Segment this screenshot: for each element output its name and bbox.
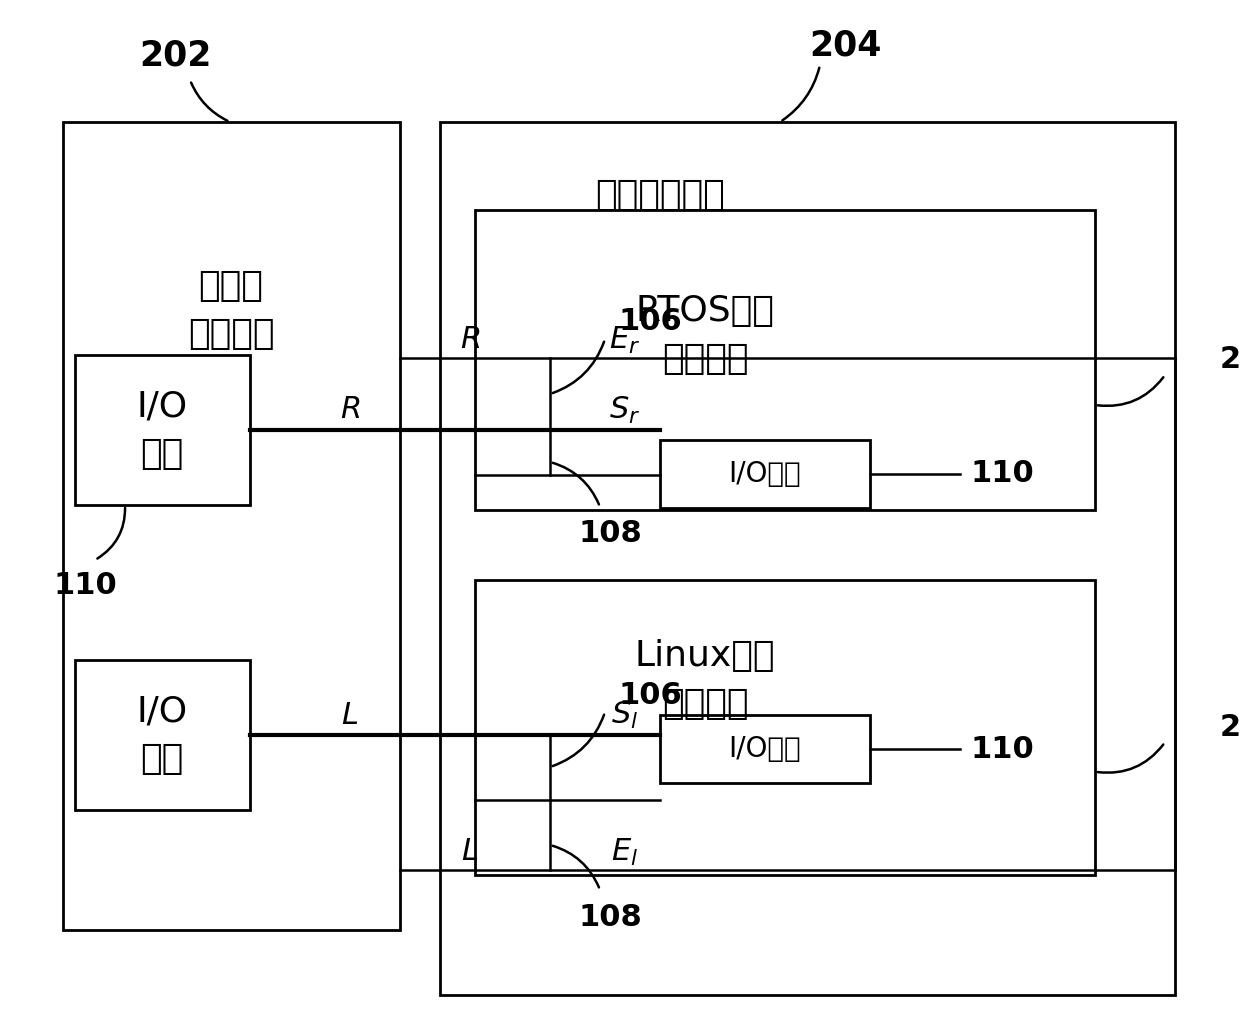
Text: $E_l$: $E_l$ <box>611 836 639 868</box>
Bar <box>475 210 1095 510</box>
Text: I/O接口: I/O接口 <box>729 460 801 488</box>
Text: 2042: 2042 <box>1220 346 1240 374</box>
Text: 110: 110 <box>53 570 117 599</box>
Text: 108: 108 <box>578 903 642 932</box>
Text: 108: 108 <box>578 519 642 549</box>
Text: 110: 110 <box>970 460 1034 488</box>
Text: 202: 202 <box>139 38 211 72</box>
Text: 106: 106 <box>618 680 682 710</box>
Text: RTOS视觉
处理单元: RTOS视觉 处理单元 <box>636 294 775 376</box>
Bar <box>660 715 870 783</box>
Text: $L$: $L$ <box>461 837 479 867</box>
Bar <box>74 355 250 505</box>
Text: $S_l$: $S_l$ <box>611 700 639 731</box>
Text: 204: 204 <box>808 28 882 62</box>
Text: 2044: 2044 <box>1220 713 1240 742</box>
Text: Linux视觉
处理单元: Linux视觉 处理单元 <box>635 639 775 720</box>
Text: $S_r$: $S_r$ <box>609 394 641 426</box>
Text: I/O
接口: I/O 接口 <box>136 695 187 776</box>
Bar <box>660 440 870 508</box>
Text: I/O接口: I/O接口 <box>729 735 801 763</box>
Text: 110: 110 <box>970 735 1034 763</box>
Text: 飞行器
控制模块: 飞行器 控制模块 <box>187 269 274 351</box>
Text: I/O
接口: I/O 接口 <box>136 389 187 471</box>
Text: $R$: $R$ <box>460 325 480 355</box>
Bar <box>440 122 1176 995</box>
Text: 视觉处理模块: 视觉处理模块 <box>595 177 725 212</box>
Bar <box>74 660 250 810</box>
Text: $E_r$: $E_r$ <box>609 324 641 356</box>
Text: $R$: $R$ <box>340 395 360 425</box>
Bar <box>63 122 401 930</box>
Bar <box>475 580 1095 875</box>
Text: $L$: $L$ <box>341 701 358 729</box>
Text: 106: 106 <box>618 308 682 337</box>
